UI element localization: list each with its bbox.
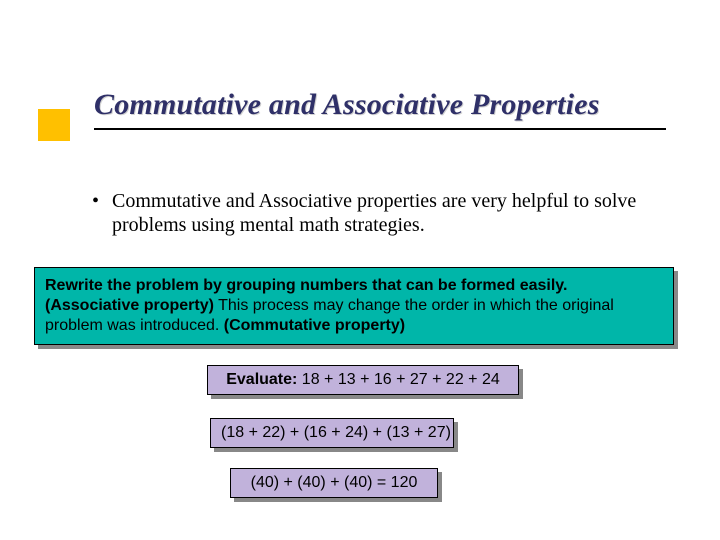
accent-square	[38, 109, 70, 141]
bullet-text: Commutative and Associative properties a…	[112, 189, 640, 237]
title-underline	[94, 128, 666, 130]
step-box-1: Evaluate: 18 + 13 + 16 + 27 + 22 + 24	[207, 365, 519, 395]
step1-expr: 18 + 13 + 16 + 27 + 22 + 24	[297, 371, 499, 388]
step2-text: (18 + 22) + (16 + 24) + (13 + 27)	[210, 418, 454, 448]
title-block: Commutative and Associative Properties	[94, 88, 666, 130]
bullet-paragraph: • Commutative and Associative properties…	[92, 189, 640, 237]
instruction-box: Rewrite the problem by grouping numbers …	[34, 267, 674, 345]
instruction-box-face: Rewrite the problem by grouping numbers …	[34, 267, 674, 345]
instruction-line3-bold: (Commutative property)	[219, 317, 405, 334]
step-box-2: (18 + 22) + (16 + 24) + (13 + 27)	[210, 418, 454, 448]
bullet-dot-icon: •	[92, 189, 99, 213]
step1-label: Evaluate:	[226, 371, 297, 388]
instruction-line1-bold: Rewrite the problem by grouping numbers …	[45, 277, 567, 294]
step3-text: (40) + (40) + (40) = 120	[230, 468, 438, 498]
step-box-3: (40) + (40) + (40) = 120	[230, 468, 438, 498]
step-box-1-face: Evaluate: 18 + 13 + 16 + 27 + 22 + 24	[207, 365, 519, 395]
slide-title: Commutative and Associative Properties	[94, 88, 666, 122]
instruction-line2-bold: (Associative property)	[45, 297, 214, 314]
